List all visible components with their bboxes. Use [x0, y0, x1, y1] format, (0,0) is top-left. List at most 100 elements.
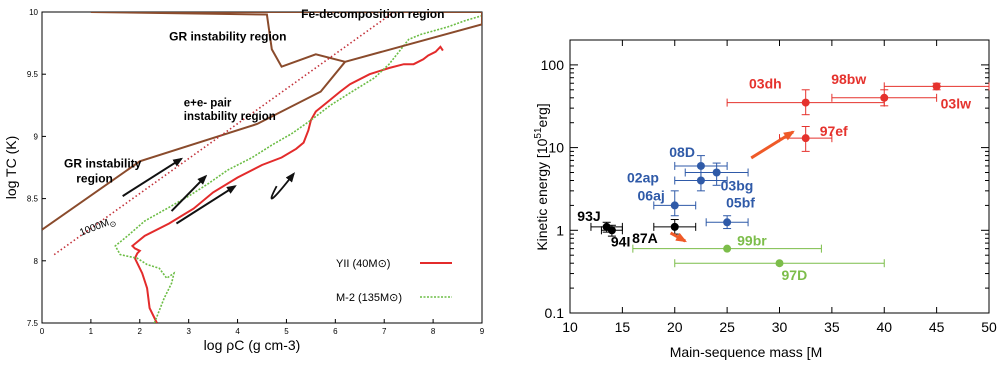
data-point-group: 02ap: [627, 170, 728, 192]
left-x-tick-label: 0: [40, 327, 45, 336]
point-label: 97ef: [820, 123, 848, 139]
data-point: [932, 82, 941, 91]
left-x-tick-label: 7: [382, 327, 387, 336]
left-x-tick-label: 5: [284, 327, 289, 336]
data-point-group: 99br: [632, 233, 822, 253]
right-y-axis-label: Kinetic energy [1051erg]: [533, 103, 550, 250]
data-point-group: 98bw: [831, 71, 938, 107]
right-y-tick-label: 100: [541, 57, 565, 73]
data-point-group: 05bf: [705, 194, 755, 230]
data-point: [723, 244, 732, 253]
point-label: 08D: [669, 144, 695, 160]
left-plot-area: [42, 12, 482, 323]
left-y-tick-label: 8.5: [27, 195, 39, 204]
data-point: [801, 98, 810, 107]
data-point: [670, 222, 679, 231]
ylabel-exponent: 51: [533, 127, 544, 139]
orange-arrow: [750, 130, 795, 160]
left-y-tick-label: 7.5: [27, 319, 39, 328]
left-x-tick-label: 2: [138, 327, 143, 336]
right-y-tick-label: 10: [548, 140, 564, 156]
direction-arrow: [170, 174, 208, 212]
region-label: instability region: [184, 111, 276, 123]
left-y-tick-label: 9: [34, 132, 39, 141]
direction-arrow: [270, 172, 296, 200]
right-y-tick-label: 0.1: [545, 305, 565, 321]
data-point-group: 97D: [674, 259, 885, 283]
orange-arrow: [669, 231, 687, 243]
data-point-group: 03bg: [684, 162, 754, 193]
left-y-axis-label: log TC (K): [3, 136, 19, 200]
data-point-group: 97ef: [779, 123, 848, 152]
point-label: 06aj: [638, 187, 665, 203]
point-label: 98bw: [831, 71, 866, 87]
data-point: [880, 93, 889, 102]
left-legend: YII (40M⊙) M-2 (135M⊙): [336, 258, 452, 304]
point-label: 03lw: [941, 95, 971, 111]
data-point-group: 03dh: [726, 76, 885, 116]
right-x-tick-label: 30: [772, 319, 788, 335]
left-x-tick-label: 8: [431, 327, 436, 336]
data-point-group: 03lw: [883, 82, 990, 111]
region-label: Fe-decomposition region: [301, 7, 444, 21]
point-label: 02ap: [627, 170, 659, 186]
point-label: 05bf: [726, 194, 755, 210]
point-label: 87A: [632, 230, 658, 246]
right-chart: 10 15 20 25 30 35 40 45 50 0.1 1 10 100 Main-sequence…: [533, 39, 997, 360]
left-y-tick-label: 10: [29, 8, 38, 17]
data-point: [696, 161, 705, 170]
left-y-tick-label: 9.5: [27, 70, 39, 79]
data-point-group: 87A: [632, 219, 697, 246]
right-x-tick-label: 45: [929, 319, 945, 335]
point-label: 03bg: [721, 177, 754, 193]
point-label: 94I: [611, 233, 630, 249]
series-line: [114, 14, 482, 323]
point-label: 99br: [737, 233, 767, 249]
region-label: e+e- pair: [184, 98, 232, 110]
right-x-tick-label: 25: [719, 319, 735, 335]
series-line: [42, 12, 482, 231]
data-point: [607, 226, 616, 235]
ylabel-part: erg]: [534, 103, 550, 127]
direction-arrow: [122, 157, 184, 197]
data-point: [696, 176, 705, 185]
region-label: 1000M⊙: [78, 215, 117, 240]
ylabel-part: Kinetic energy [10: [534, 138, 550, 250]
series-line: [130, 45, 444, 323]
right-x-tick-label: 10: [562, 319, 578, 335]
left-x-tick-label: 1: [89, 327, 94, 336]
data-point: [801, 134, 810, 143]
data-point: [670, 201, 679, 210]
direction-arrow: [175, 185, 237, 225]
point-label: 97D: [782, 267, 808, 283]
right-y-tick-label: 1: [556, 222, 564, 238]
right-x-tick-label: 35: [824, 319, 840, 335]
region-label: GR instability: [64, 157, 142, 171]
left-x-tick-label: 6: [333, 327, 338, 336]
data-point: [775, 259, 784, 268]
right-x-tick-label: 15: [615, 319, 631, 335]
region-label: GR instability region: [169, 30, 286, 44]
left-x-tick-label: 3: [186, 327, 191, 336]
left-chart: 0 1 2 3 4 5 6 7 8 9 7.5 8 8.5 9 9.5 10 log ρC (g cm-3) lo…: [3, 7, 485, 353]
left-x-tick-label: 4: [235, 327, 240, 336]
series-line: [53, 12, 395, 256]
left-x-tick-label: 9: [480, 327, 485, 336]
mass-symbol: ⊙: [108, 219, 117, 230]
right-x-tick-label: 40: [876, 319, 892, 335]
region-label: region: [76, 171, 113, 185]
legend-label: M-2 (135M⊙): [336, 292, 402, 304]
data-point-group: 94I: [600, 224, 630, 249]
left-y-tick-label: 8: [34, 257, 39, 266]
right-x-tick-label: 20: [667, 319, 683, 335]
data-point: [723, 218, 732, 227]
point-label: 93J: [577, 208, 600, 224]
right-x-axis-label: Main-sequence mass [M: [670, 344, 823, 360]
data-point-group: 06aj: [638, 187, 697, 217]
legend-label: YII (40M⊙): [336, 258, 390, 270]
data-point-group: 93J: [577, 208, 623, 233]
right-x-tick-label: 50: [981, 319, 997, 335]
data-point: [712, 168, 721, 177]
